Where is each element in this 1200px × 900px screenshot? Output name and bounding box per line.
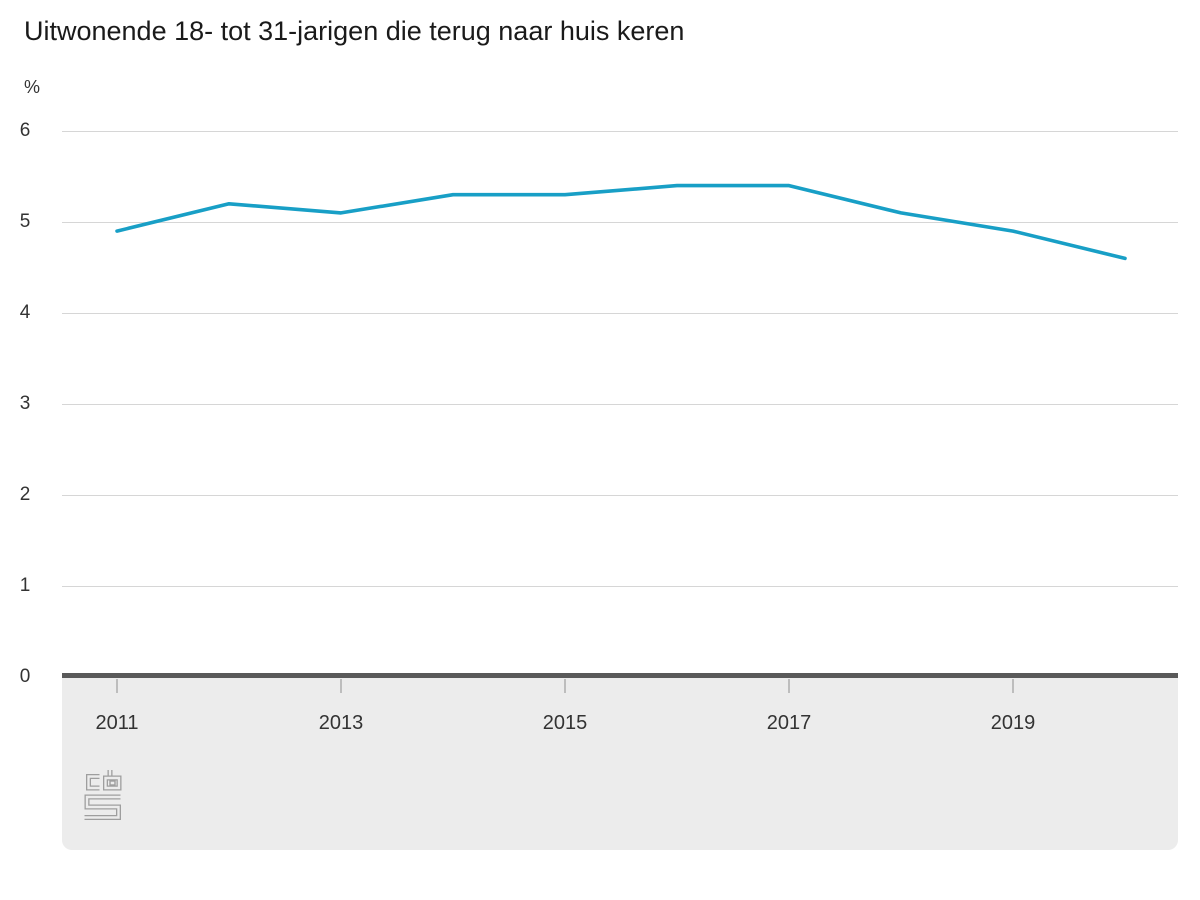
x-axis-tick-label: 2011 (95, 712, 139, 734)
x-axis-tick (788, 679, 790, 693)
cbs-logo-icon (84, 770, 122, 820)
gridline-y-6 (62, 130, 1178, 132)
chart-title: Uitwonende 18- tot 31-jarigen die terug … (24, 16, 685, 46)
y-axis-tick-label: 6 (19, 120, 31, 141)
x-axis-tick-label: 2017 (766, 712, 812, 734)
y-axis-tick-label: 5 (19, 211, 31, 232)
x-axis-panel (62, 678, 1178, 850)
x-axis-tick (116, 679, 118, 693)
y-axis-tick-label: 1 (19, 575, 31, 596)
y-axis-unit-label: % (24, 77, 41, 97)
x-axis-line (62, 673, 1178, 678)
y-axis-tick-label: 3 (19, 393, 31, 414)
y-axis-tick-label: 2 (19, 484, 31, 505)
x-axis-tick (340, 679, 342, 693)
y-axis-tick-label: 0 (19, 666, 31, 687)
y-axis-tick-label: 4 (19, 302, 31, 323)
gridline-y-1 (62, 585, 1178, 587)
gridline-y-5 (62, 221, 1178, 223)
x-axis-tick (564, 679, 566, 693)
x-axis-tick-label: 2013 (318, 712, 364, 734)
x-axis-tick-label: 2015 (542, 712, 588, 734)
x-axis-tick (1012, 679, 1014, 693)
gridline-y-4 (62, 312, 1178, 314)
gridline-y-3 (62, 403, 1178, 405)
gridline-y-2 (62, 494, 1178, 496)
x-axis-tick-label: 2019 (990, 712, 1036, 734)
